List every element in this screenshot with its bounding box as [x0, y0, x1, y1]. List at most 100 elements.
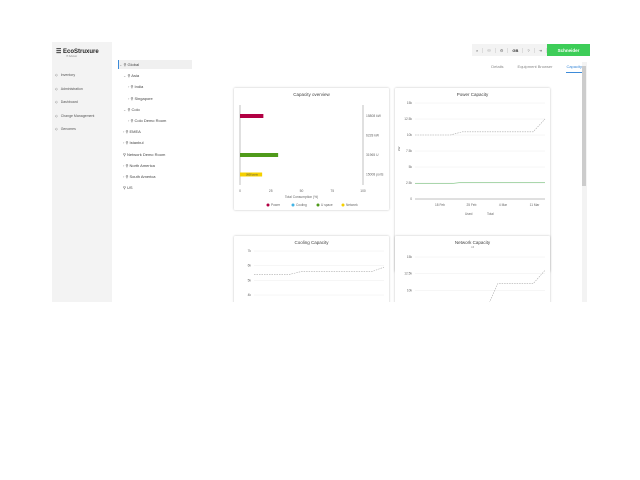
location-icon: ⚲: [125, 174, 130, 179]
tree-node-label: US: [127, 185, 133, 191]
legend-label: Used: [465, 212, 473, 216]
search-icon[interactable]: ⌕: [472, 47, 484, 53]
bar-label: 3608 ports: [246, 174, 259, 177]
bar-power: [240, 114, 264, 118]
chevron-icon[interactable]: ⌄: [123, 73, 128, 79]
location-icon: ⚲: [125, 140, 130, 146]
tree-node[interactable]: › ⚲ Colo Demo Room: [128, 118, 166, 123]
tree-node[interactable]: › ⚲ Istanbul: [123, 140, 144, 145]
tree-node-label: North America: [129, 162, 155, 168]
tree-node-label: EMEA: [129, 129, 141, 135]
logo-text: EcoStruxure: [63, 49, 99, 55]
x-tick-label: 4 Mar: [499, 203, 508, 207]
legend-marker: [341, 203, 345, 207]
capacity-label: 15008 ports: [366, 173, 384, 177]
sidebar-item-change-management[interactable]: ◇ Change Management: [55, 114, 94, 118]
tree-node[interactable]: › ⚲ Singapore: [128, 96, 153, 101]
x-tick-label: 11 Mar: [530, 203, 541, 207]
location-icon: ⚲: [123, 62, 128, 67]
tab-equipment-browser[interactable]: Equipment Browser: [517, 64, 553, 69]
y-tick-label: 6k: [248, 264, 252, 268]
x-tick-label: 100: [360, 189, 366, 193]
sidebar-item-label: Genomes: [60, 127, 76, 131]
y-tick-label: 10k: [407, 133, 413, 137]
tree-node-label: Singapore: [134, 95, 153, 101]
x-tick-label: 25 Feb: [467, 203, 477, 207]
x-tick-label: 0: [239, 189, 241, 193]
y-tick-label: 5k: [248, 278, 252, 282]
chevron-icon[interactable]: ›: [123, 129, 126, 135]
tree-node[interactable]: ⚲ US: [123, 185, 133, 190]
x-tick-label: 50: [300, 189, 304, 193]
logo: ☰ EcoStruxure IT Advisor: [56, 49, 99, 58]
chevron-icon[interactable]: ›: [123, 174, 126, 179]
user-icon[interactable]: ⚇: [483, 47, 496, 53]
location-icon: ⚲: [123, 151, 128, 157]
location-icon: ⚲: [123, 185, 128, 191]
series-line-total: [254, 266, 385, 275]
logout-icon[interactable]: ⇥: [535, 47, 547, 53]
chart-title: Capacity overview: [293, 92, 330, 97]
capacity-label: 6228 kW: [366, 134, 380, 138]
series-line-total: [415, 118, 546, 136]
sidebar-item-dashboard[interactable]: ◇ Dashboard: [55, 100, 78, 104]
scrollbar[interactable]: [582, 62, 587, 302]
tree-node[interactable]: › ⚲ North America: [123, 163, 155, 168]
capacity-label: 15808 kW: [366, 114, 382, 118]
vendor-logo: Schneider: [547, 44, 590, 56]
location-tree: ⌄ ⚲ Global ⌄ ⚲ Asia › ⚲ India › ⚲ Singapore…: [112, 42, 192, 302]
chevron-icon[interactable]: ›: [128, 84, 131, 90]
tree-node[interactable]: ⌄ ⚲ Asia: [123, 73, 139, 78]
location-icon: ⚲: [130, 118, 135, 123]
sidebar-item-administration[interactable]: ◇ Administration: [55, 87, 83, 91]
sidebar-item-genomes[interactable]: ◇ Genomes: [55, 127, 76, 131]
tree-node[interactable]: › ⚲ EMEA: [123, 129, 141, 134]
series-line-total: [489, 270, 546, 302]
cooling-capacity-chart: 7k 6k 5k 4k: [248, 249, 385, 297]
chart-subtitle[interactable]: All: [470, 245, 475, 249]
y-tick-label: 10k: [407, 288, 413, 292]
tree-node-label: South America: [129, 174, 156, 179]
chevron-icon[interactable]: ›: [128, 95, 131, 101]
x-axis-label: Total Consumption (%): [285, 195, 318, 199]
tree-node-label: India: [134, 84, 144, 90]
chevron-icon[interactable]: ›: [128, 118, 131, 123]
chevron-icon[interactable]: ›: [123, 140, 126, 146]
tree-node-label: Asia: [131, 73, 140, 79]
list-icon: ◇: [55, 113, 58, 118]
y-tick-label: 4k: [248, 293, 252, 297]
sidebar: ☰ EcoStruxure IT Advisor ◇ Inventory ◇ Admin…: [52, 42, 112, 302]
user-initials[interactable]: GB: [508, 47, 524, 53]
tree-node[interactable]: ⌄ ⚲ Global: [118, 60, 192, 69]
y-tick-label: 15k: [407, 255, 413, 259]
toolbar: ⌕ ⚇ ⚙ GB ? ⇥ Schneider: [471, 44, 590, 56]
location-icon: ⚲: [125, 129, 130, 135]
capacity-label: 31965 U: [366, 153, 379, 157]
tree-node[interactable]: › ⚲ India: [128, 84, 143, 89]
chevron-icon[interactable]: ›: [123, 162, 126, 168]
tree-node[interactable]: ⌄ ⚲ Colo: [123, 107, 140, 112]
tabs: Details Equipment Browser Capacity: [491, 64, 582, 73]
capacity-overview-card: Capacity overview 15808 kW 6228 kW 31965 U…: [234, 88, 389, 210]
y-tick-label: 7.5k: [406, 149, 412, 153]
chevron-icon[interactable]: ⌄: [119, 62, 124, 67]
settings-icon[interactable]: ⚙: [496, 47, 509, 53]
y-tick-label: 0: [410, 197, 412, 201]
sidebar-item-label: Dashboard: [60, 100, 78, 104]
y-tick-label: 15k: [407, 101, 413, 105]
chevron-icon[interactable]: ⌄: [123, 106, 128, 112]
chart-title: Network Capacity: [454, 240, 491, 245]
legend-label: Cooling: [296, 203, 307, 207]
sidebar-item-label: Change Management: [60, 113, 95, 118]
help-icon[interactable]: ?: [523, 47, 535, 53]
chart-title: Cooling Capacity: [294, 240, 329, 245]
sidebar-item-inventory[interactable]: ◇ Inventory: [55, 73, 75, 77]
tree-node[interactable]: › ⚲ South America: [123, 174, 156, 179]
tree-node[interactable]: ⚲ Network Demo Room: [123, 152, 165, 157]
tab-capacity[interactable]: Capacity: [566, 64, 582, 73]
location-icon: ⚲: [125, 162, 130, 168]
legend-marker: [291, 203, 295, 207]
y-tick-label: 5k: [409, 165, 413, 169]
tab-details[interactable]: Details: [491, 64, 504, 69]
legend-marker: [316, 203, 320, 207]
